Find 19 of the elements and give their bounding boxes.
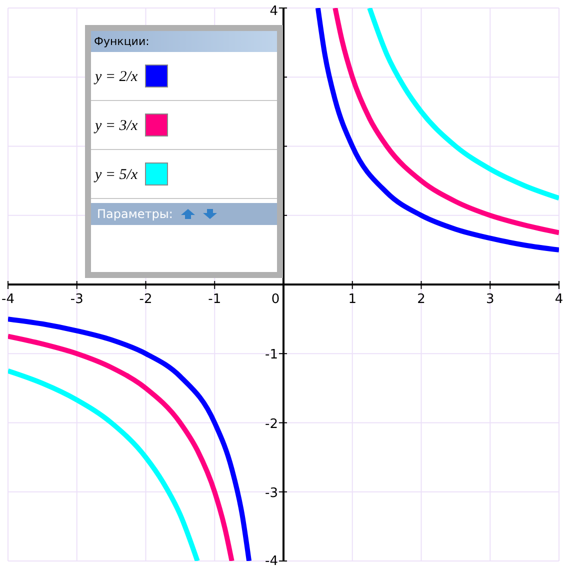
y-tick-label: -2	[265, 416, 278, 432]
x-tick-label: 2	[417, 292, 426, 307]
y-tick-label: -4	[265, 554, 278, 569]
x-tick-label: 4	[554, 292, 564, 307]
x-tick-label: -4	[2, 292, 14, 307]
x-tick-label: -1	[208, 292, 222, 307]
y-tick-label: 4	[270, 4, 278, 19]
y-tick-label: -3	[265, 486, 278, 501]
legend-label: y = 5/x	[93, 167, 138, 183]
annotation: Параметры:	[97, 207, 173, 221]
x-tick-label: -2	[139, 292, 152, 307]
legend-label: y = 3/x	[93, 118, 138, 134]
y-tick-label: -1	[265, 348, 278, 363]
x-tick-label: 0	[271, 292, 280, 307]
x-tick-label: 1	[348, 292, 357, 307]
x-tick-label: 3	[486, 292, 494, 307]
legend-title: Функции:	[91, 31, 277, 52]
x-tick-label: -3	[70, 292, 84, 307]
legend-label: y = 2/x	[93, 69, 138, 85]
